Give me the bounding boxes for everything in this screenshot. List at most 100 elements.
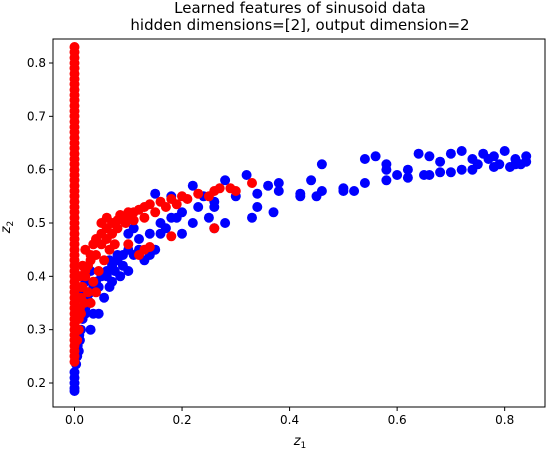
data-point-series-1-109	[76, 308, 86, 319]
data-point-series-0-36	[381, 175, 392, 186]
data-point-series-0-67	[220, 175, 231, 186]
data-point-series-0-98	[381, 164, 392, 175]
data-point-series-1-98	[128, 215, 139, 226]
data-point-series-1-83	[193, 188, 204, 199]
data-point-series-0-27	[193, 202, 204, 212]
data-point-series-1-107	[72, 335, 83, 346]
data-point-series-1-129	[76, 282, 86, 292]
data-point-series-1-86	[247, 178, 257, 188]
data-point-series-0-78	[413, 148, 424, 159]
data-point-series-0-110	[117, 260, 128, 271]
data-point-series-0-121	[112, 250, 123, 260]
data-point-series-0-22	[134, 234, 144, 244]
data-point-series-1-108	[73, 324, 84, 335]
data-point-series-1-103	[182, 194, 193, 204]
data-point-series-0-94	[456, 164, 467, 175]
data-point-series-0-23	[144, 228, 155, 239]
data-point-series-0-88	[521, 151, 532, 162]
data-point-series-0-101	[295, 191, 306, 202]
y-tick-label-3: 0.5	[27, 216, 46, 230]
data-point-series-1-102	[171, 199, 182, 210]
data-point-series-0-93	[472, 159, 483, 170]
data-point-series-0-82	[456, 146, 467, 156]
data-point-series-0-89	[515, 159, 526, 170]
data-point-series-1-100	[150, 207, 161, 218]
data-point-series-1-99	[139, 212, 150, 223]
data-point-series-1-113	[93, 266, 104, 276]
data-point-series-0-64	[150, 188, 161, 199]
data-point-series-1-128	[91, 287, 101, 298]
y-axis-label-base: z	[0, 225, 14, 234]
data-point-series-0-59	[177, 228, 187, 239]
data-point-series-0-91	[494, 159, 505, 170]
data-point-series-1-130	[80, 266, 91, 276]
y-axis-label: z2	[0, 221, 16, 235]
data-point-series-0-63	[247, 212, 257, 223]
data-point-series-1-126	[123, 207, 134, 218]
x-axis-label-subscript: 1	[301, 441, 307, 451]
data-point-series-0-79	[424, 151, 435, 162]
data-points	[69, 42, 532, 396]
data-point-series-0-70	[273, 178, 284, 188]
data-point-series-0-120	[128, 223, 139, 234]
data-point-series-0-74	[359, 154, 370, 164]
data-point-series-0-62	[220, 218, 231, 228]
data-point-series-0-95	[435, 167, 446, 178]
data-point-series-0-77	[392, 170, 403, 180]
data-point-series-0-96	[419, 170, 429, 180]
data-point-series-0-102	[268, 207, 279, 218]
y-tick-label-5: 0.7	[27, 109, 46, 123]
data-point-series-1-125	[115, 210, 126, 220]
data-point-series-1-114	[99, 255, 110, 266]
data-point-series-0-103	[252, 202, 263, 212]
data-point-series-0-60	[187, 218, 198, 228]
chart-title-line-2: hidden dimensions=[2], output dimension=…	[130, 16, 469, 34]
data-point-series-0-86	[499, 146, 510, 156]
y-axis-ticks: 0.2 0.3 0.4 0.5 0.6 0.7 0.8	[27, 56, 53, 390]
data-point-series-0-58	[160, 223, 171, 234]
data-point-series-1-87	[72, 292, 83, 303]
data-point-series-1-120	[144, 242, 155, 252]
data-point-series-0-99	[338, 186, 349, 196]
data-point-series-0-100	[311, 191, 322, 202]
data-point-series-1-90	[80, 244, 91, 255]
data-point-series-1-111	[83, 287, 93, 298]
data-point-series-0-37	[402, 172, 413, 183]
data-point-series-1-124	[101, 212, 112, 223]
data-point-series-1-104	[203, 191, 214, 202]
data-point-series-0-115	[99, 292, 110, 303]
data-point-series-0-97	[402, 164, 413, 175]
data-point-series-0-72	[316, 159, 327, 170]
x-axis-label: z1	[293, 434, 307, 451]
data-point-series-0-116	[104, 282, 115, 292]
data-point-series-1-79	[144, 199, 155, 210]
data-point-series-1-105	[214, 183, 225, 194]
data-point-series-1-116	[109, 239, 120, 250]
x-axis-label-base: z	[293, 434, 302, 449]
data-point-series-0-66	[187, 180, 198, 191]
data-point-series-0-31	[273, 186, 284, 196]
data-point-series-0-104	[203, 212, 214, 223]
y-tick-label-4: 0.6	[27, 163, 46, 177]
data-point-series-0-107	[171, 212, 182, 223]
data-point-series-1-96	[112, 223, 123, 234]
data-point-series-1-97	[120, 218, 131, 228]
data-point-series-0-73	[349, 186, 360, 196]
data-point-series-0-39	[445, 167, 456, 178]
y-tick-label-6: 0.8	[27, 56, 46, 70]
data-point-series-0-92	[483, 154, 494, 164]
data-point-series-0-117	[109, 266, 120, 276]
data-point-series-0-114	[93, 308, 104, 319]
data-point-series-1-92	[91, 250, 101, 260]
data-point-series-1-59	[69, 356, 80, 367]
data-point-series-0-75	[370, 151, 381, 162]
y-tick-label-2: 0.4	[27, 269, 46, 283]
data-point-series-1-122	[209, 223, 220, 234]
x-tick-label-0: 0.0	[65, 413, 84, 427]
data-point-series-0-4	[69, 367, 80, 378]
data-point-series-0-30	[252, 188, 263, 199]
data-point-series-0-47	[85, 324, 96, 335]
data-point-series-1-112	[88, 276, 99, 287]
data-point-series-0-90	[505, 162, 515, 172]
